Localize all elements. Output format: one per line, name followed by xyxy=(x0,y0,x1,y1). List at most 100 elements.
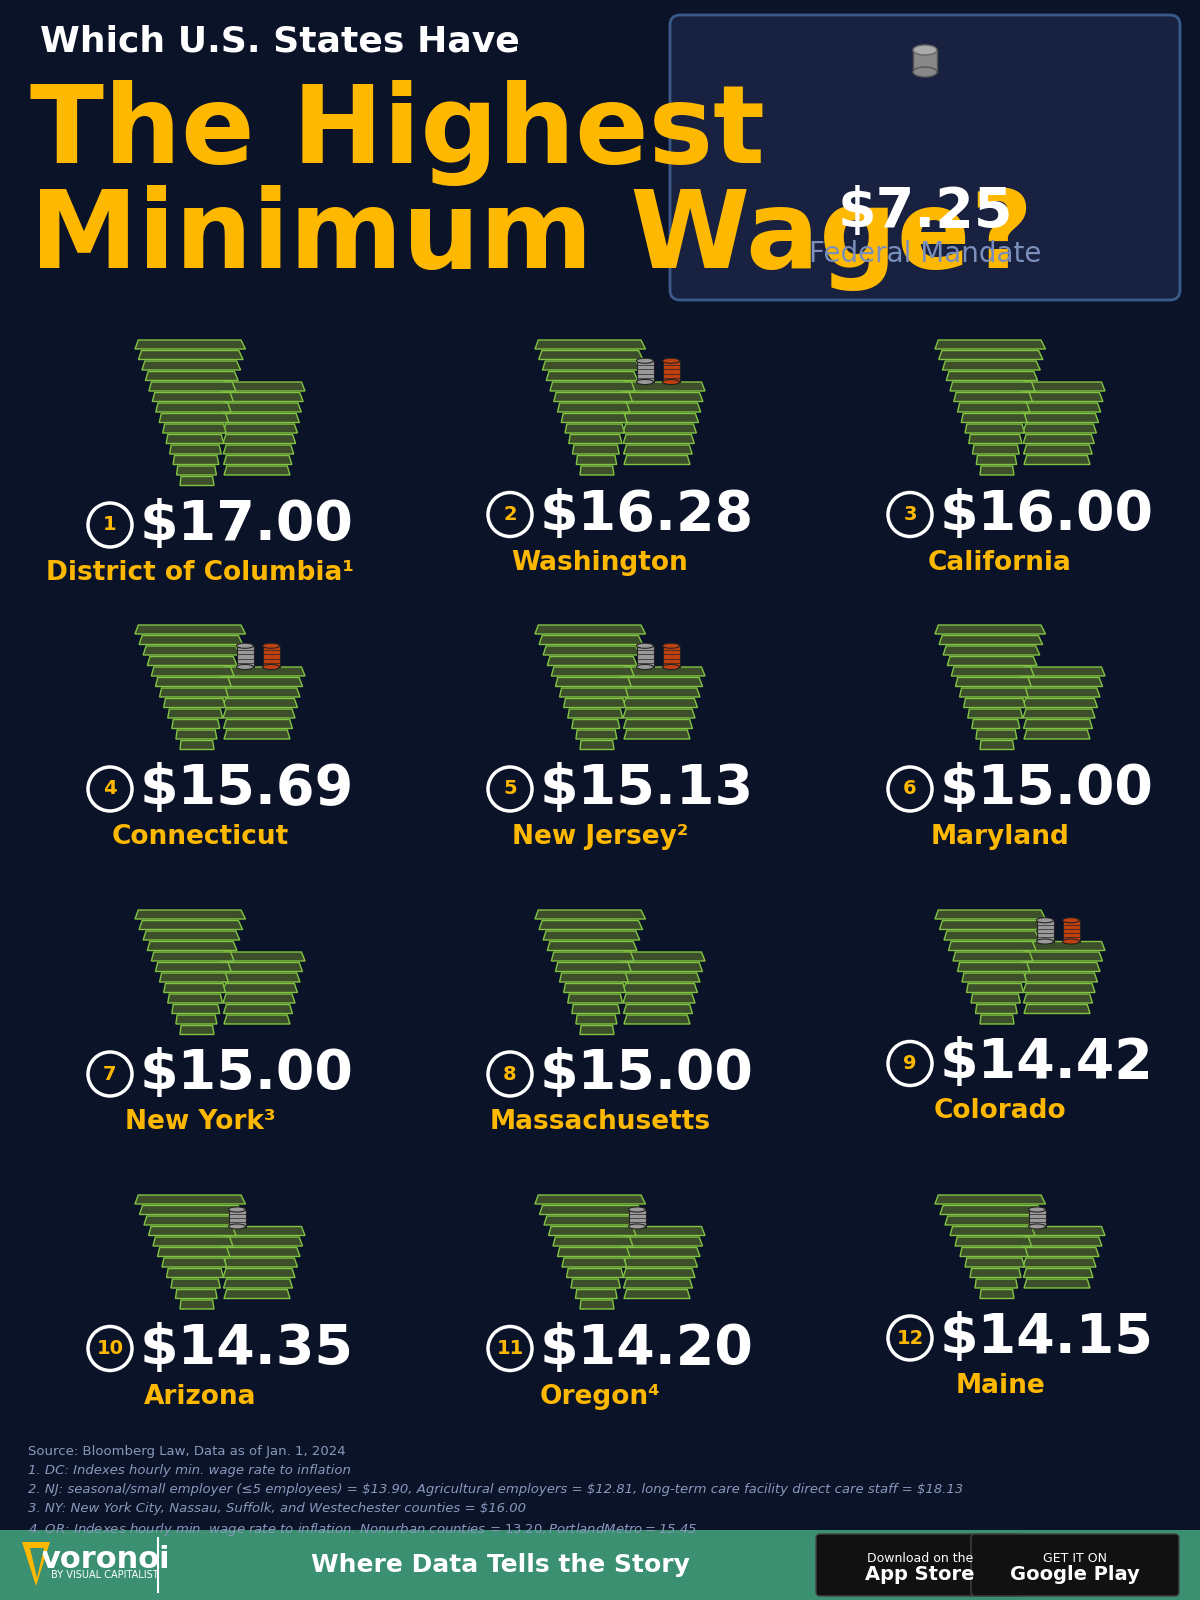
Polygon shape xyxy=(539,635,643,645)
Polygon shape xyxy=(624,445,692,454)
Polygon shape xyxy=(222,963,302,971)
Ellipse shape xyxy=(228,1224,246,1229)
Polygon shape xyxy=(1024,445,1092,454)
Polygon shape xyxy=(559,973,629,982)
Polygon shape xyxy=(935,910,1045,918)
Polygon shape xyxy=(156,963,232,971)
Polygon shape xyxy=(974,1278,1018,1288)
Text: Which U.S. States Have: Which U.S. States Have xyxy=(40,26,520,59)
Text: $14.15: $14.15 xyxy=(940,1310,1154,1365)
Polygon shape xyxy=(622,392,703,402)
Polygon shape xyxy=(576,730,617,739)
Polygon shape xyxy=(222,677,302,686)
Text: New York³: New York³ xyxy=(125,1109,275,1134)
Polygon shape xyxy=(935,1195,1045,1203)
Polygon shape xyxy=(1024,720,1092,728)
Text: $15.69: $15.69 xyxy=(140,762,354,816)
Polygon shape xyxy=(980,741,1014,749)
Polygon shape xyxy=(623,413,698,422)
Polygon shape xyxy=(955,677,1031,686)
Text: Maryland: Maryland xyxy=(930,824,1069,850)
Polygon shape xyxy=(228,1210,246,1227)
Polygon shape xyxy=(173,456,218,464)
Polygon shape xyxy=(547,656,637,666)
Polygon shape xyxy=(546,371,637,381)
Polygon shape xyxy=(622,667,706,675)
Polygon shape xyxy=(1021,392,1103,402)
Polygon shape xyxy=(167,1269,223,1277)
Polygon shape xyxy=(263,646,280,667)
Text: Google Play: Google Play xyxy=(1010,1565,1140,1584)
Polygon shape xyxy=(943,646,1039,654)
Text: $17.00: $17.00 xyxy=(140,498,354,552)
Polygon shape xyxy=(1037,920,1054,941)
Polygon shape xyxy=(176,466,216,475)
Polygon shape xyxy=(622,688,700,698)
Text: Connecticut: Connecticut xyxy=(112,824,289,850)
Polygon shape xyxy=(972,720,1020,728)
Polygon shape xyxy=(622,1227,706,1235)
Text: GET IT ON: GET IT ON xyxy=(1043,1552,1108,1565)
Polygon shape xyxy=(566,1269,624,1277)
Polygon shape xyxy=(180,1299,214,1309)
Circle shape xyxy=(88,1326,132,1371)
Polygon shape xyxy=(1021,1237,1102,1246)
Polygon shape xyxy=(134,1195,246,1203)
Polygon shape xyxy=(222,1258,298,1267)
Polygon shape xyxy=(223,720,293,728)
Polygon shape xyxy=(139,920,242,930)
Polygon shape xyxy=(221,667,305,675)
Text: BY VISUAL CAPITALIST: BY VISUAL CAPITALIST xyxy=(52,1570,158,1581)
Polygon shape xyxy=(898,114,953,120)
Ellipse shape xyxy=(1037,918,1054,923)
Polygon shape xyxy=(622,1237,702,1246)
Polygon shape xyxy=(971,994,1020,1003)
Polygon shape xyxy=(168,994,222,1003)
Polygon shape xyxy=(580,741,614,749)
Polygon shape xyxy=(166,435,223,443)
Polygon shape xyxy=(138,350,244,360)
Polygon shape xyxy=(904,99,947,106)
Polygon shape xyxy=(168,709,222,718)
Polygon shape xyxy=(950,1227,1034,1235)
Polygon shape xyxy=(622,1248,700,1256)
Ellipse shape xyxy=(228,1206,246,1213)
Polygon shape xyxy=(624,456,690,464)
Polygon shape xyxy=(976,1005,1018,1013)
Polygon shape xyxy=(154,1237,233,1246)
Polygon shape xyxy=(623,699,697,707)
Polygon shape xyxy=(948,941,1036,950)
Polygon shape xyxy=(1022,424,1097,434)
Polygon shape xyxy=(163,424,226,434)
Polygon shape xyxy=(553,1237,632,1246)
Polygon shape xyxy=(224,1014,290,1024)
Polygon shape xyxy=(662,646,679,667)
Polygon shape xyxy=(623,1269,695,1277)
Polygon shape xyxy=(562,413,628,422)
Polygon shape xyxy=(139,635,242,645)
Polygon shape xyxy=(152,392,233,402)
Polygon shape xyxy=(535,1195,646,1203)
Polygon shape xyxy=(547,941,637,950)
Ellipse shape xyxy=(1028,1224,1045,1229)
FancyBboxPatch shape xyxy=(816,1534,1024,1597)
Text: Oregon⁴: Oregon⁴ xyxy=(540,1384,660,1410)
Ellipse shape xyxy=(662,664,679,669)
Text: 1. DC: Indexes hourly min. wage rate to inflation: 1. DC: Indexes hourly min. wage rate to … xyxy=(28,1464,350,1477)
Polygon shape xyxy=(223,709,295,718)
Polygon shape xyxy=(622,382,706,390)
Polygon shape xyxy=(968,435,1022,443)
Ellipse shape xyxy=(236,664,253,669)
Polygon shape xyxy=(572,445,619,454)
Polygon shape xyxy=(572,720,619,728)
Polygon shape xyxy=(157,1248,229,1256)
Polygon shape xyxy=(1022,709,1096,718)
Polygon shape xyxy=(954,392,1032,402)
Polygon shape xyxy=(580,1026,614,1035)
Polygon shape xyxy=(942,362,1040,370)
Ellipse shape xyxy=(636,358,654,363)
Polygon shape xyxy=(223,1269,295,1277)
Polygon shape xyxy=(965,1258,1025,1267)
Polygon shape xyxy=(958,963,1030,971)
Ellipse shape xyxy=(1062,918,1080,923)
